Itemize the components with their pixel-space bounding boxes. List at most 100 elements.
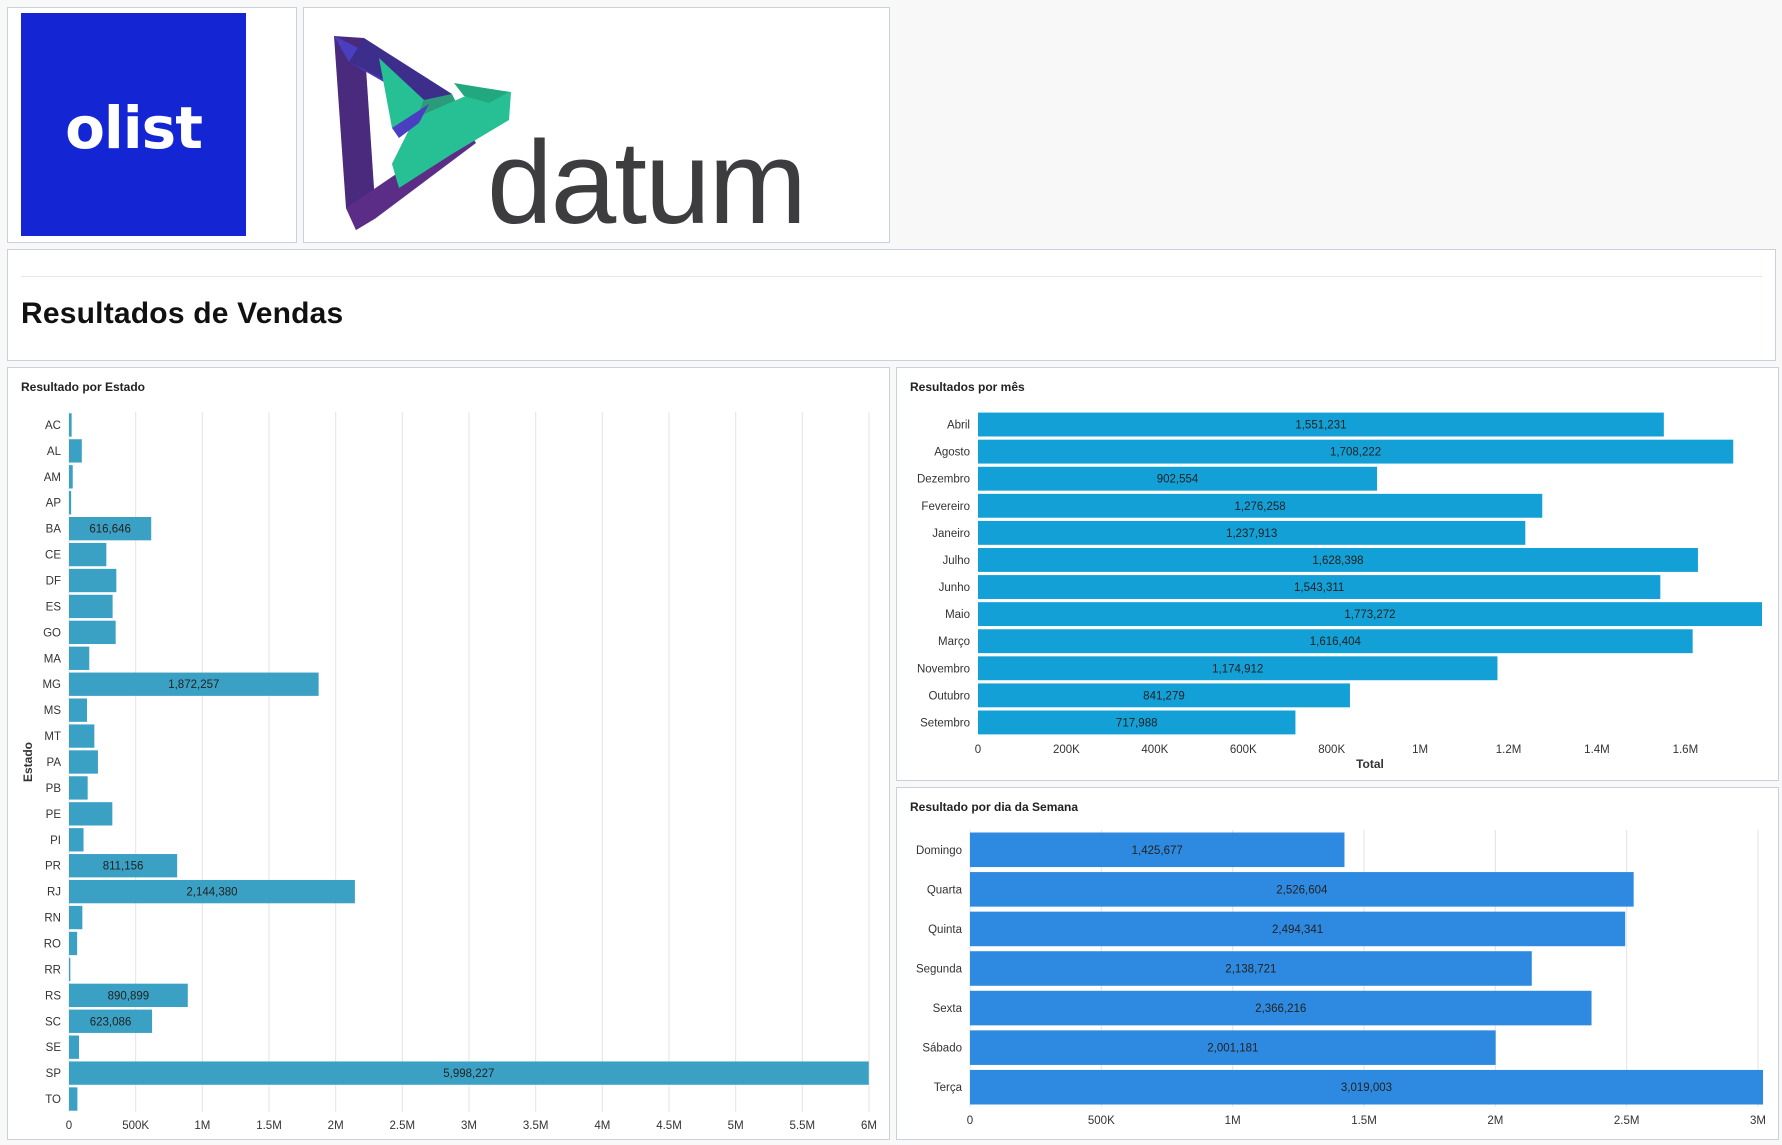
- estado-xtick: 0: [66, 1120, 72, 1132]
- olist-logo: olist: [21, 13, 246, 236]
- estado-ytick-rs: RS: [45, 990, 61, 1002]
- mes-xtick: 1.6M: [1673, 744, 1699, 756]
- estado-bar-ce: [69, 542, 107, 567]
- estado-ylabel: Estado: [21, 742, 35, 782]
- estado-bar-sc: [69, 1009, 153, 1033]
- estado-ytick-ac: AC: [45, 420, 61, 432]
- estado-bar-mg: [69, 672, 319, 696]
- olist-logo-text: olist: [65, 93, 203, 162]
- mes-ytick-outubro: Outubro: [928, 690, 970, 702]
- estado-xtick: 6M: [861, 1120, 877, 1132]
- dia-ytick-sabado: Sábado: [922, 1043, 962, 1055]
- dia-ytick-quinta: Quinta: [928, 924, 962, 936]
- estado-ytick-ba: BA: [46, 524, 62, 536]
- mes-bar-dezembro: [978, 466, 1378, 491]
- mes-bar-janeiro: [978, 520, 1526, 545]
- mes-value-label-fevereiro: 1,276,258: [1235, 501, 1286, 513]
- dia-value-label-domingo: 1,425,677: [1132, 845, 1183, 857]
- estado-xtick: 3.5M: [523, 1120, 549, 1132]
- estado-xtick: 4M: [594, 1120, 610, 1132]
- estado-value-label-pr: 811,156: [103, 861, 144, 873]
- estado-bar-ap: [69, 491, 72, 515]
- estado-bar-es: [69, 594, 113, 619]
- dia-bar-sabado: [970, 1030, 1496, 1065]
- mes-ytick-janeiro: Janeiro: [932, 528, 970, 540]
- dia-xtick: 2.5M: [1614, 1115, 1640, 1127]
- estado-ytick-mg: MG: [42, 679, 61, 691]
- mes-ytick-dezembro: Dezembro: [917, 474, 970, 486]
- dia-xtick: 2M: [1487, 1115, 1503, 1127]
- mes-value-label-setembro: 717,988: [1116, 717, 1158, 729]
- estado-bar-rj: [69, 879, 355, 904]
- estado-ytick-am: AM: [44, 472, 61, 484]
- estado-ytick-rr: RR: [44, 964, 61, 976]
- dia-xtick: 0: [967, 1115, 973, 1127]
- estado-bar-ba: [69, 517, 152, 541]
- estado-xtick: 1.5M: [256, 1120, 282, 1132]
- estado-bar-rn: [69, 905, 83, 930]
- dia-ytick-segunda: Segunda: [916, 964, 963, 976]
- estado-value-label-mg: 1,872,257: [168, 679, 219, 691]
- estado-value-label-rj: 2,144,380: [186, 887, 237, 899]
- header-card: Resultados de Vendas: [7, 249, 1776, 361]
- estado-value-label-ba: 616,646: [89, 524, 131, 536]
- dia-ytick-quarta: Quarta: [927, 884, 963, 896]
- datum-logo-mark-purple: [334, 36, 376, 230]
- mes-bar-junho: [978, 575, 1661, 599]
- dia-chart-card: Resultado por dia da Semana Domingo 1,425…: [896, 787, 1779, 1140]
- estado-bar-ma: [69, 646, 90, 670]
- mes-ytick-abril: Abril: [947, 420, 970, 432]
- dia-xtick: 1.5M: [1351, 1115, 1377, 1127]
- estado-bar-sp: [69, 1061, 869, 1085]
- dia-bar-segunda: [970, 951, 1532, 986]
- dia-bar-sexta: [970, 990, 1592, 1026]
- dia-xtick: 500K: [1088, 1115, 1115, 1127]
- mes-ytick-agosto: Agosto: [934, 447, 970, 459]
- estado-chart-title: Resultado por Estado: [21, 380, 146, 394]
- estado-bar-rs: [69, 983, 188, 1007]
- page-title: Resultados de Vendas: [21, 297, 344, 330]
- mes-bar-setembro: [978, 710, 1296, 735]
- estado-ytick-rn: RN: [44, 913, 61, 925]
- estado-ytick-ce: CE: [45, 550, 61, 562]
- dia-chart-title: Resultado por dia da Semana: [910, 800, 1079, 814]
- dia-value-label-sabado: 2,001,181: [1207, 1043, 1258, 1055]
- mes-xtick: 0: [975, 744, 981, 756]
- estado-bar-to: [69, 1087, 78, 1111]
- estado-bar-am: [69, 465, 73, 489]
- estado-ytick-al: AL: [47, 446, 62, 458]
- estado-ytick-ro: RO: [44, 938, 61, 950]
- mes-chart-card: Resultados por mês Abril 1,551,231 Agosto 1…: [896, 367, 1779, 781]
- mes-ytick-novembro: Novembro: [917, 663, 970, 675]
- estado-ytick-rj: RJ: [47, 887, 61, 899]
- mes-xtick: 1.4M: [1584, 744, 1610, 756]
- mes-value-label-outubro: 841,279: [1143, 690, 1185, 702]
- estado-ytick-pb: PB: [46, 783, 62, 795]
- estado-ytick-go: GO: [43, 627, 61, 639]
- dia-bar-quinta: [970, 911, 1626, 947]
- mes-xtick: 400K: [1141, 744, 1168, 756]
- dia-bar-quarta: [970, 872, 1634, 907]
- estado-value-label-sp: 5,998,227: [443, 1068, 494, 1080]
- estado-xtick: 5.5M: [790, 1120, 816, 1132]
- mes-bar-fevereiro: [978, 493, 1543, 518]
- mes-value-label-dezembro: 902,554: [1157, 474, 1199, 486]
- mes-value-label-marco: 1,616,404: [1310, 636, 1362, 648]
- estado-value-label-sc: 623,086: [90, 1016, 132, 1028]
- mes-bar-julho: [978, 548, 1698, 572]
- estado-bar-df: [69, 568, 117, 593]
- estado-bar-pr: [69, 854, 178, 878]
- mes-value-label-novembro: 1,174,912: [1212, 663, 1263, 675]
- mes-xtick: 200K: [1053, 744, 1080, 756]
- mes-ytick-maio: Maio: [945, 609, 970, 621]
- estado-bar-rr: [69, 957, 71, 982]
- mes-ytick-fevereiro: Fevereiro: [921, 501, 970, 513]
- mes-bar-outubro: [978, 683, 1350, 708]
- estado-ytick-sc: SC: [45, 1016, 61, 1028]
- mes-bar-novembro: [978, 656, 1498, 681]
- estado-bar-pe: [69, 802, 113, 826]
- estado-ytick-to: TO: [45, 1094, 61, 1106]
- estado-xtick: 500K: [122, 1120, 149, 1132]
- datum-logo: datum: [334, 36, 807, 249]
- mes-value-label-abril: 1,551,231: [1295, 420, 1346, 432]
